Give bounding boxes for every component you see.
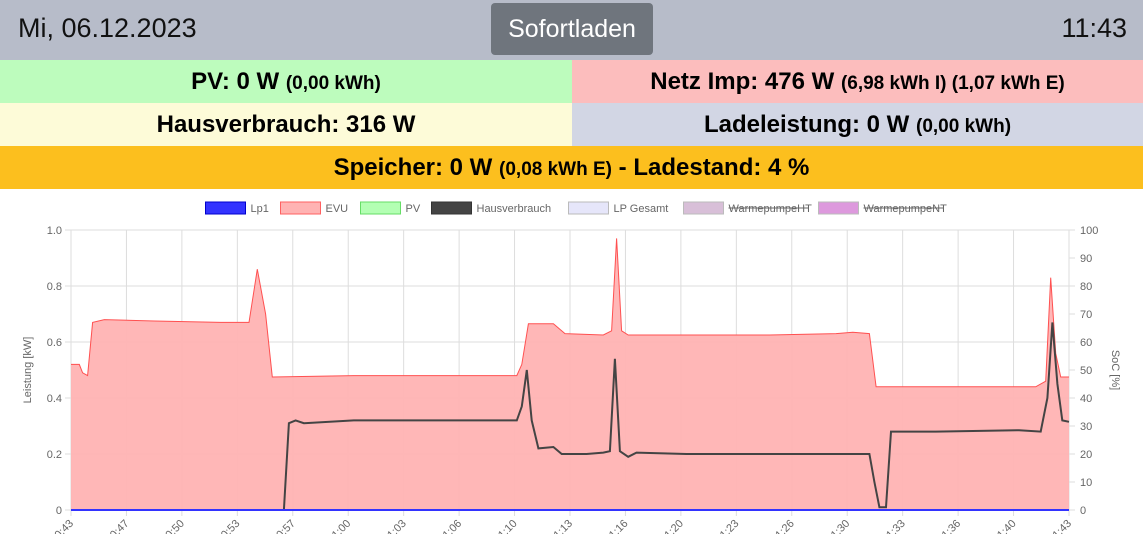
current-time: 11:43 [1061,13,1127,43]
legend-label-lp1: Lp1 [251,203,269,215]
charge-power-tile: Ladeleistung: 0 W (0,00 kWh) [572,103,1143,146]
y2-axis-title: SoC [%] [1109,350,1121,390]
current-date: Mi, 06.12.2023 [18,13,197,43]
x-tick-label: 11:06 [437,518,464,534]
legend-label-warmepumpeht: WarmepumpeHT [729,203,813,215]
x-tick-label: 11:36 [936,518,963,534]
legend-swatch-hausverbrauch [431,201,472,215]
y2-tick-label: 80 [1080,281,1092,293]
y2-tick-label: 20 [1080,449,1092,461]
x-tick-label: 11:03 [381,518,408,534]
y2-tick-label: 90 [1080,253,1092,265]
legend-label-evu: EVU [326,203,349,215]
legend-swatch-lp-gesamt [568,201,609,215]
legend-swatch-lp1 [205,201,246,215]
y-tick-label: 0.2 [47,449,62,461]
legend-label-lp-gesamt: LP Gesamt [614,203,669,215]
y2-tick-label: 40 [1080,393,1092,405]
charge-power: Ladeleistung: 0 W [703,111,910,138]
y2-tick-label: 100 [1080,225,1098,237]
grid-tile: Netz Imp: 476 W (6,98 kWh I) (1,07 kWh E… [572,60,1143,103]
y2-tick-label: 50 [1080,365,1092,377]
legend-label-warmepumpent: WarmepumpeNT [864,203,948,215]
x-tick-label: 11:33 [880,518,907,534]
y2-tick-label: 0 [1080,505,1086,517]
charge-energy: (0,00 kWh) [916,116,1012,137]
y-tick-label: 0.8 [47,281,62,293]
house-consumption-power: Hausverbrauch: 316 W [156,111,416,138]
x-tick-label: 11:23 [714,518,741,534]
legend-swatch-warmepumpeht [683,201,724,215]
y-tick-label: 0.4 [47,393,62,405]
x-tick-label: 10:47 [104,518,132,534]
pv-power: PV: 0 W [191,68,280,95]
battery-soc: - Ladestand: 4 % [618,154,810,181]
evu-area [71,238,1069,510]
y2-tick-label: 10 [1080,477,1092,489]
y-tick-label: 0 [56,505,62,517]
x-tick-label: 11:43 [1047,518,1074,534]
battery-power: Speicher: 0 W [333,154,493,181]
legend-label-pv: PV [406,203,421,215]
y2-tick-label: 70 [1080,309,1092,321]
legend-swatch-evu [280,201,321,215]
x-tick-label: 11:16 [603,518,630,534]
legend-swatch-warmepumpent [818,201,859,215]
legend-label-hausverbrauch: Hausverbrauch [477,203,552,215]
house-consumption-tile: Hausverbrauch: 316 W [0,103,572,146]
x-tick-label: 10:53 [215,518,243,534]
x-tick-label: 10:43 [48,518,76,534]
x-tick-label: 11:13 [548,518,575,534]
grid-energy: (6,98 kWh I) (1,07 kWh E) [840,73,1065,94]
grid-import-power: Netz Imp: 476 W [650,68,835,95]
x-tick-label: 11:10 [492,518,519,534]
charge-mode-button[interactable]: Sofortladen [491,3,653,55]
x-tick-label: 11:40 [991,518,1018,534]
battery-energy: (0,08 kWh E) [499,159,612,180]
x-tick-label: 11:30 [825,518,852,534]
y-axis-title: Leistung [kW] [22,337,34,404]
battery-tile: Speicher: 0 W (0,08 kWh E) - Ladestand: … [0,146,1143,189]
legend-swatch-pv [360,201,401,215]
pv-tile: PV: 0 W (0,00 kWh) [0,60,572,103]
header-bar: Mi, 06.12.2023 Sofortladen 11:43 [0,0,1143,60]
power-chart[interactable]: Lp1 EVU PV Hausverbrauch LP Gesamt Warmepumpe… [0,195,1143,534]
y2-tick-label: 60 [1080,337,1092,349]
y-tick-label: 1.0 [47,225,62,237]
x-tick-label: 11:00 [326,518,353,534]
hausverbrauch-line [71,322,1070,511]
pv-energy: (0,00 kWh) [285,73,381,94]
evu-line [71,238,1069,388]
y-tick-label: 0.6 [47,337,62,349]
x-tick-label: 11:26 [770,518,797,534]
y2-tick-label: 30 [1080,421,1092,433]
x-tick-label: 11:20 [659,518,686,534]
x-tick-label: 10:57 [270,518,298,534]
x-tick-label: 10:50 [159,518,187,534]
